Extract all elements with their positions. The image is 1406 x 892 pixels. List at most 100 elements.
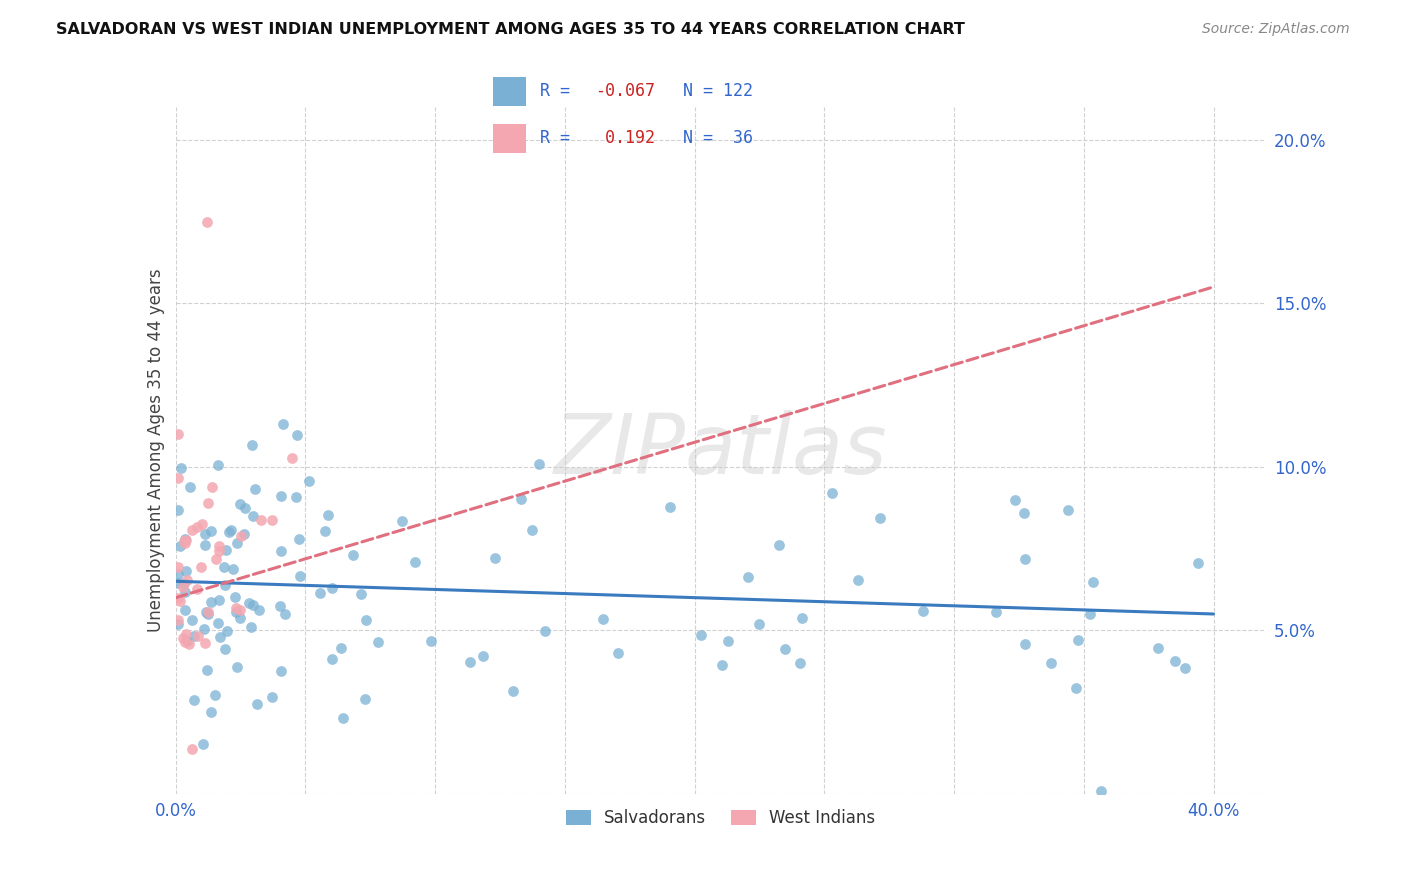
Point (354, 613, 377, 627)
Point (174, 603, 197, 617)
Point (167, 616, 190, 631)
Point (284, 490, 307, 504)
Point (208, 543, 231, 558)
Point (342, 548, 364, 562)
Point (1090, 783, 1112, 797)
Point (219, 524, 242, 538)
Point (225, 536, 247, 550)
Point (208, 630, 231, 644)
Point (167, 560, 190, 574)
Point (181, 523, 204, 537)
Point (1187, 556, 1209, 570)
Point (773, 642, 796, 657)
Point (214, 642, 236, 657)
Text: R =: R = (540, 82, 579, 100)
Point (367, 635, 389, 649)
Text: 0.192: 0.192 (595, 129, 655, 147)
Point (183, 629, 205, 643)
Point (458, 655, 481, 669)
Point (1146, 640, 1168, 655)
Point (270, 544, 292, 558)
Point (233, 500, 256, 515)
Point (246, 697, 269, 711)
Point (169, 539, 191, 553)
Point (869, 511, 891, 525)
Point (534, 624, 557, 639)
Point (1078, 607, 1101, 621)
Point (194, 527, 217, 541)
Point (1064, 681, 1087, 695)
Point (225, 660, 247, 674)
Text: N =  36: N = 36 (664, 129, 754, 147)
Point (231, 529, 253, 543)
Text: SALVADORAN VS WEST INDIAN UNEMPLOYMENT AMONG AGES 35 TO 44 YEARS CORRELATION CHA: SALVADORAN VS WEST INDIAN UNEMPLOYMENT A… (56, 22, 965, 37)
Point (167, 575, 190, 590)
Point (180, 742, 202, 756)
Point (191, 737, 214, 751)
Point (197, 496, 219, 510)
Point (274, 607, 297, 621)
Point (222, 562, 245, 576)
Text: ZIPatlas: ZIPatlas (554, 410, 887, 491)
Point (200, 595, 222, 609)
Point (529, 457, 551, 471)
Point (240, 620, 263, 634)
Point (174, 533, 197, 547)
Point (167, 614, 190, 628)
Point (225, 605, 247, 619)
Point (238, 596, 260, 610)
Point (174, 627, 197, 641)
Point (711, 658, 734, 673)
Point (197, 605, 219, 619)
Point (260, 690, 283, 704)
Point (186, 520, 208, 534)
Point (1039, 656, 1062, 670)
Point (607, 646, 630, 660)
Point (207, 615, 229, 630)
Point (195, 605, 218, 619)
Point (288, 569, 311, 583)
Point (1014, 552, 1036, 566)
Point (316, 508, 339, 522)
Point (193, 622, 215, 636)
Point (167, 591, 190, 605)
Point (309, 586, 332, 600)
Point (911, 604, 934, 618)
Point (176, 574, 198, 588)
Point (194, 539, 217, 553)
Point (690, 628, 713, 642)
Point (1067, 632, 1090, 647)
Point (792, 611, 814, 625)
FancyBboxPatch shape (494, 77, 526, 105)
Point (659, 500, 682, 514)
Point (169, 594, 191, 608)
Point (174, 536, 197, 550)
Point (174, 635, 197, 649)
Point (1174, 661, 1197, 675)
Point (186, 582, 208, 596)
Point (1004, 492, 1026, 507)
Point (271, 417, 294, 431)
Y-axis label: Unemployment Among Ages 35 to 44 years: Unemployment Among Ages 35 to 44 years (146, 268, 165, 632)
Point (240, 438, 263, 452)
Point (270, 489, 292, 503)
Point (200, 524, 222, 538)
Point (1014, 637, 1036, 651)
Point (846, 574, 869, 588)
Point (218, 525, 240, 540)
Point (190, 560, 212, 574)
Point (207, 458, 229, 472)
Point (245, 483, 267, 497)
Point (247, 603, 270, 617)
Point (229, 497, 252, 511)
Point (354, 691, 377, 706)
Point (173, 575, 195, 590)
Point (1057, 503, 1080, 517)
Point (174, 533, 197, 547)
Point (229, 603, 252, 617)
Point (314, 524, 336, 539)
Point (208, 593, 231, 607)
Point (214, 578, 236, 592)
Point (285, 428, 308, 442)
Point (391, 515, 413, 529)
